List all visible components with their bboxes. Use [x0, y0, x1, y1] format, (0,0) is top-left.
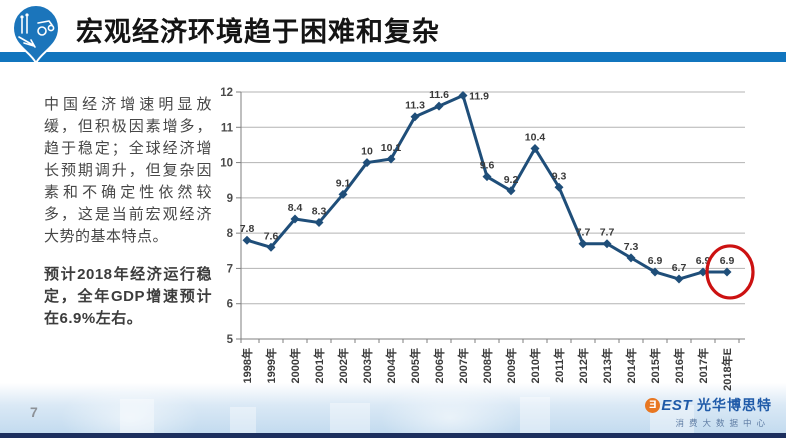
- x-axis-label: 1998年: [240, 348, 254, 383]
- x-axis-label: 2000年: [288, 348, 302, 383]
- skyline-building: [120, 399, 154, 433]
- data-point: [674, 274, 684, 284]
- data-label: 6.9: [648, 255, 663, 267]
- data-label: 6.9: [720, 255, 735, 267]
- x-axis-label: 2003年: [360, 348, 374, 383]
- data-label: 10.1: [381, 142, 402, 154]
- data-label: 6.7: [672, 262, 687, 274]
- x-axis-label: 2013年: [600, 348, 614, 383]
- data-point: [626, 253, 636, 263]
- skyline-building: [230, 407, 256, 433]
- data-point: [458, 91, 468, 101]
- data-point: [410, 112, 420, 122]
- x-axis-label: 2008年: [480, 348, 494, 383]
- data-label: 11.3: [405, 100, 425, 112]
- best-logo-text: EST: [661, 396, 692, 414]
- y-axis-label: 11: [221, 122, 234, 134]
- brand-name: 光华博思特: [697, 397, 772, 413]
- gdp-series-line: [245, 94, 729, 281]
- header-accent-bar: [0, 52, 786, 62]
- data-label: 11.6: [429, 89, 449, 101]
- commentary-paragraph: 中国经济增速明显放缓，但积极因素增多，趋于稳定；全球经济增长预期调升，但复杂因素…: [44, 96, 212, 245]
- data-point: [722, 267, 732, 277]
- x-axis-label: 2004年: [384, 348, 398, 383]
- x-axis-label: 2010年: [528, 348, 542, 383]
- data-point: [578, 239, 588, 249]
- data-point: [266, 242, 276, 252]
- data-point: [314, 218, 324, 228]
- data-label: 7.6: [264, 230, 279, 242]
- x-axis-label: 2018年E: [720, 348, 734, 391]
- y-axis-label: 7: [227, 263, 233, 275]
- data-point: [242, 235, 252, 245]
- bottom-accent-bar: [0, 433, 786, 438]
- data-label: 7.7: [600, 227, 615, 239]
- data-point: [386, 154, 396, 164]
- commentary-panel: 中国经济增速明显放缓，但积极因素增多，趋于稳定；全球经济增长预期调升，但复杂因素…: [44, 94, 212, 330]
- data-label: 7.8: [240, 223, 255, 235]
- x-axis-label: 2002年: [336, 348, 350, 383]
- y-axis-label: 10: [220, 158, 233, 170]
- x-axis-label: 2017年: [696, 348, 710, 383]
- data-point: [290, 214, 300, 224]
- data-label: 11.9: [469, 91, 489, 103]
- skyline-building: [330, 403, 370, 433]
- y-axis-label: 12: [220, 87, 233, 99]
- x-axis-label: 2011年: [552, 348, 566, 383]
- data-point: [602, 239, 612, 249]
- data-label: 9.3: [552, 170, 567, 182]
- skyline-glow: [380, 383, 520, 438]
- data-label: 10.4: [525, 131, 546, 143]
- data-label: 9.1: [336, 177, 351, 189]
- data-label: 9.2: [504, 174, 519, 186]
- data-point: [698, 267, 708, 277]
- data-label: 7.3: [624, 241, 639, 253]
- forecast-paragraph: 预计2018年经济运行稳定，全年GDP增速预计在6.9%左右。: [44, 266, 212, 327]
- x-axis-label: 2014年: [624, 348, 638, 383]
- data-label: 8.4: [288, 202, 303, 214]
- y-axis-label: 6: [227, 299, 233, 311]
- page-number: 7: [30, 404, 38, 420]
- brand-subtitle: 消费大数据中心: [675, 418, 770, 428]
- data-point: [434, 101, 444, 111]
- slide-header: 宏观经济环境趋于困难和复杂: [0, 0, 786, 52]
- y-axis-label: 5: [227, 334, 234, 346]
- x-axis-label: 2012年: [576, 348, 590, 383]
- page-title: 宏观经济环境趋于困难和复杂: [76, 17, 440, 47]
- brand-pin-icon: [11, 4, 61, 66]
- x-axis-label: 2009年: [504, 348, 518, 383]
- data-point: [482, 172, 492, 182]
- best-logo-icon: Ǝ: [645, 397, 661, 413]
- y-axis-label: 8: [227, 228, 234, 240]
- data-label: 8.3: [312, 206, 327, 218]
- x-axis-label: 2016年: [672, 348, 686, 383]
- data-point: [554, 182, 564, 192]
- data-point: [338, 189, 348, 199]
- x-axis-label: 2007年: [456, 348, 470, 383]
- x-axis-label: 2005年: [408, 348, 422, 383]
- brand-logo-row: Ǝ EST 光华博思特: [645, 395, 772, 415]
- x-axis-label: 2006年: [432, 348, 446, 383]
- data-label: 10: [361, 146, 373, 158]
- gdp-line-chart: 5 6 7 8 9 10 11 12 1998年 1999年 2000年 2001年 2002年 2003…: [220, 87, 755, 391]
- data-point: [362, 158, 372, 168]
- y-axis-label: 9: [227, 193, 233, 205]
- data-point: [506, 186, 516, 196]
- x-axis-label: 2015年: [648, 348, 662, 383]
- skyline-building: [520, 397, 550, 433]
- data-point: [650, 267, 660, 277]
- data-label: 7.7: [576, 227, 591, 239]
- data-label: 9.6: [480, 160, 495, 172]
- skyline-glow: [60, 383, 200, 438]
- x-axis-label: 2001年: [312, 348, 326, 383]
- x-axis-label: 1999年: [264, 348, 278, 383]
- footer-brand: Ǝ EST 光华博思特 消费大数据中心: [645, 395, 772, 429]
- forecast-highlight-circle: [705, 244, 755, 300]
